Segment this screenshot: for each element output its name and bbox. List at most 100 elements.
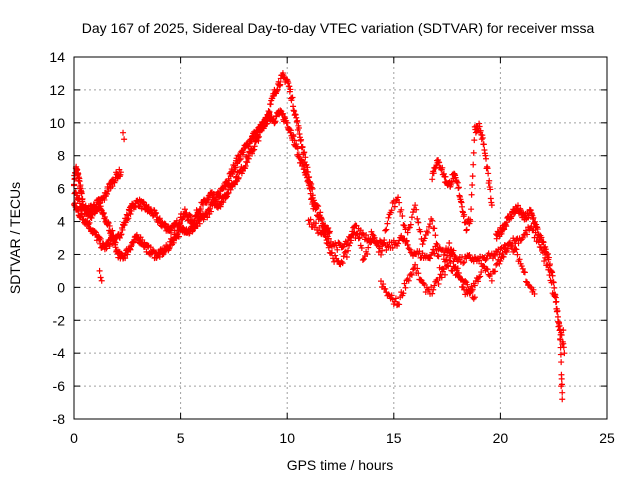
data-point [550,279,557,286]
data-point [477,273,484,280]
data-point [272,118,279,125]
y-tick-label: 4 [57,214,65,230]
y-tick-label: 10 [49,115,65,131]
data-point [302,154,309,161]
data-point [467,218,474,225]
data-point [479,134,486,141]
data-point [415,219,422,226]
data-point [488,202,495,209]
data-point [97,274,104,281]
data-point [98,277,105,284]
data-point [483,255,490,262]
grid [74,57,607,419]
data-point [513,236,520,243]
data-point [374,240,381,247]
data-point [122,255,129,262]
x-axis-label: GPS time / hours [287,457,394,473]
data-point [400,222,407,229]
data-point [341,249,348,256]
data-point [323,239,330,246]
data-point [549,272,556,279]
data-point [369,231,376,238]
data-point [100,209,107,216]
data-point [287,86,294,93]
data-point [277,81,284,88]
data-point [325,235,332,242]
data-point [399,212,406,219]
data-point [557,336,564,343]
data-point [487,186,494,193]
data-point [406,246,413,253]
data-point [119,226,126,233]
data-point [105,219,112,226]
data-point [460,284,467,291]
data-point [546,272,553,279]
data-point [398,206,405,213]
data-point [468,206,475,213]
data-point [359,256,366,263]
data-point [558,359,565,366]
data-point [321,228,328,235]
data-point [396,301,403,308]
data-point [402,226,409,233]
data-point [348,237,355,244]
data-point [522,227,529,234]
data-point [123,211,130,218]
data-point [381,237,388,244]
x-tick-label: 20 [493,430,509,446]
data-point [544,250,551,257]
data-point [125,215,132,222]
data-point [286,83,293,90]
data-point [464,281,471,288]
data-point [518,263,525,270]
data-point [333,242,340,249]
data-point [471,254,478,261]
axis-ticks [73,56,608,420]
data-point [470,161,477,168]
data-point [457,276,464,283]
data-point [499,253,506,260]
data-point [405,245,412,252]
data-point [101,196,108,203]
data-point [558,375,565,382]
x-tick-label: 25 [599,430,615,446]
data-point [427,221,434,228]
data-point [429,290,436,297]
data-point [274,86,281,93]
chart-title: Day 167 of 2025, Sidereal Day-to-day VTE… [82,20,595,36]
data-point [177,220,184,227]
data-point [118,231,125,238]
y-axis-label: SDTVAR / TECUs [7,182,23,294]
data-point [307,216,314,223]
data-point [486,177,493,184]
data-point [438,274,445,281]
data-point [414,215,421,222]
data-point [514,202,521,209]
data-point [389,244,396,251]
data-point [318,215,325,222]
data-point [106,222,113,229]
data-point [383,226,390,233]
data-point [398,232,405,239]
data-point [409,209,416,216]
data-point [384,220,391,227]
data-point [237,155,244,162]
data-point [414,265,421,272]
data-point [319,223,326,230]
data-point [349,228,356,235]
y-tick-label: -6 [53,378,66,394]
data-point [290,133,297,140]
data-point [483,155,490,162]
data-point [266,108,273,115]
data-point [461,259,468,266]
data-point [408,214,415,221]
y-tick-label: -8 [53,411,66,427]
data-point [559,396,566,403]
data-point [514,251,521,258]
data-point [491,251,498,258]
y-tick-label: -2 [53,312,66,328]
data-point [391,298,398,305]
data-point [326,228,333,235]
data-point [294,145,301,152]
x-tick-label: 0 [70,430,78,446]
